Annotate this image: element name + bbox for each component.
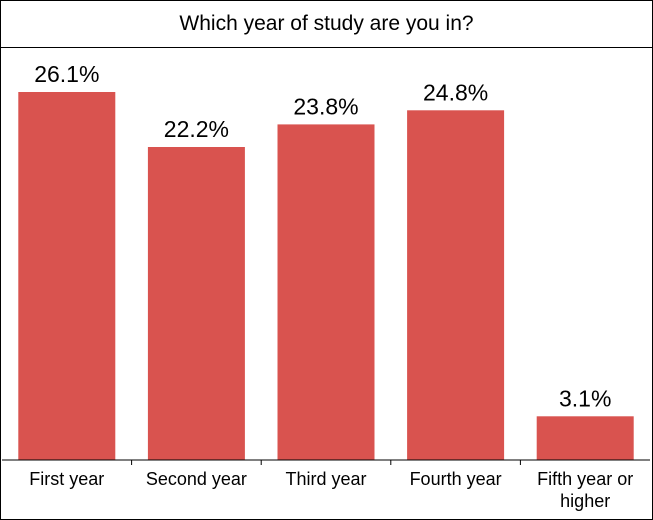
bar-fourth-year [407, 110, 505, 461]
bar-value-label: 26.1% [34, 61, 99, 87]
category-label: Third year [285, 469, 366, 489]
category-label: Fourth year [410, 469, 502, 489]
category-labels-group: First year Second year Third year Fourth ye… [29, 469, 633, 511]
bar-third-year [277, 124, 375, 461]
bar-value-label: 3.1% [559, 385, 611, 411]
category-label: First year [29, 469, 104, 489]
bar-value-label: 24.8% [423, 79, 488, 105]
bar-value-label: 22.2% [164, 116, 229, 142]
bar-fifth-year-or-higher [536, 416, 634, 460]
category-label: Fifth year or higher [537, 469, 633, 511]
category-label: Second year [146, 469, 247, 489]
bar-first-year [18, 92, 116, 460]
bars-group [18, 92, 634, 461]
bar-value-label: 23.8% [293, 93, 358, 119]
chart-title: Which year of study are you in? [1, 1, 652, 48]
bar-second-year [147, 147, 245, 460]
x-axis-ticks [131, 460, 521, 465]
value-labels-group: 26.1% 22.2% 23.8% 24.8% 3.1% [34, 61, 611, 411]
